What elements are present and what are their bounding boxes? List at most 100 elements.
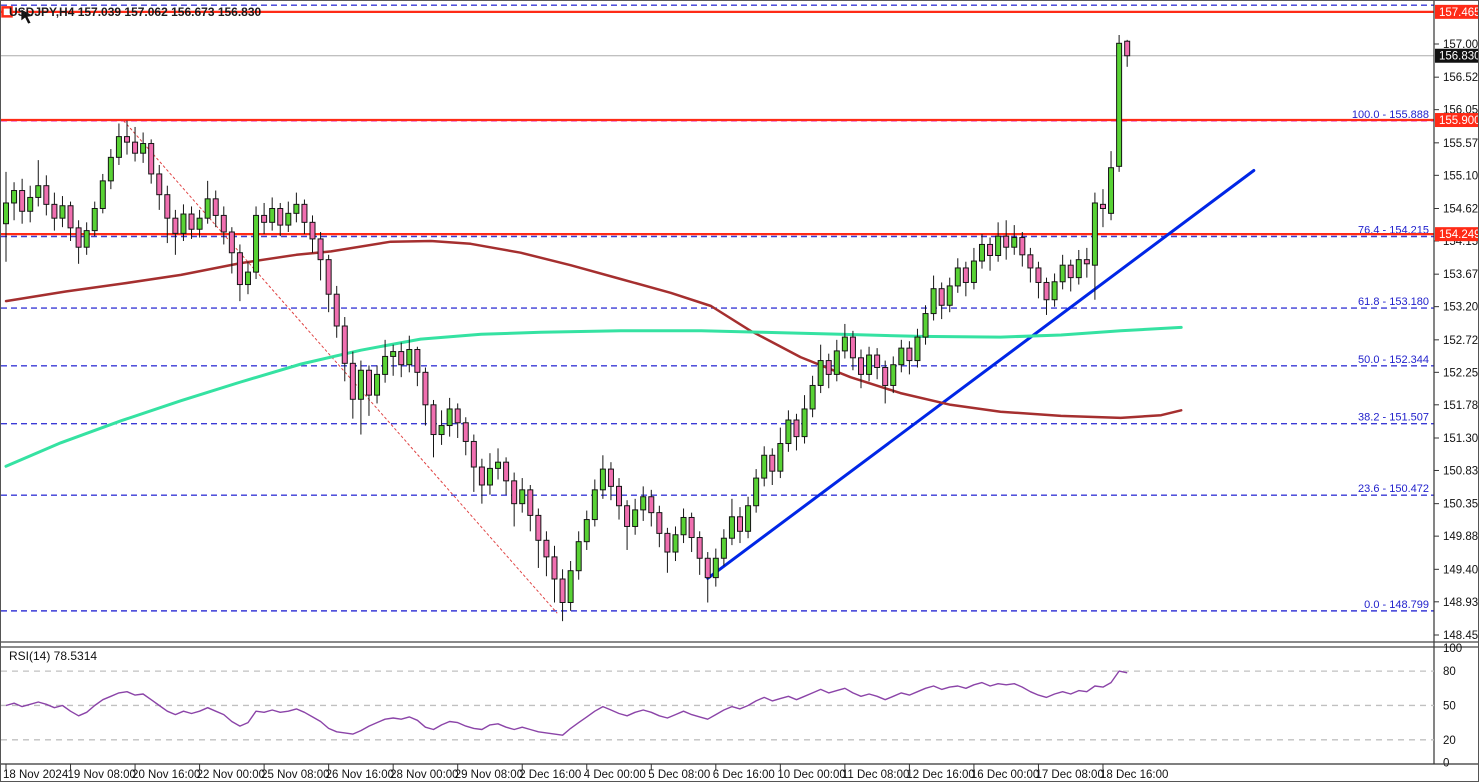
candle — [390, 344, 397, 376]
candle-body-bear — [1035, 267, 1042, 283]
candle-body-bear — [43, 185, 50, 205]
candle-body-bear — [51, 203, 58, 219]
candle — [438, 410, 445, 445]
candle-body-bear — [325, 259, 332, 295]
candle-body-bear — [67, 205, 74, 229]
candle — [478, 458, 485, 504]
candle-body-bear — [212, 198, 219, 216]
candle-body-bear — [414, 349, 421, 373]
candle-body-bear — [737, 516, 744, 532]
candle-body-bull — [519, 489, 526, 505]
candle — [27, 185, 34, 223]
candle-body-bull — [285, 212, 292, 226]
rsi-tick-label: 50 — [1443, 700, 1456, 712]
candle — [349, 351, 356, 419]
candle-body-bear — [664, 532, 671, 553]
candle-body-bull — [115, 136, 122, 158]
candle-body-bull — [180, 213, 187, 234]
candle-body-bear — [938, 288, 945, 306]
candle — [849, 330, 856, 371]
candle-body-bear — [309, 221, 316, 240]
candle-body-bull — [11, 190, 18, 204]
candle — [325, 254, 332, 313]
candle — [511, 472, 518, 527]
candle — [672, 526, 679, 562]
fib-level-label: 50.0 - 152.344 — [1358, 354, 1429, 366]
candle — [938, 282, 945, 320]
candle-body-bull — [978, 243, 985, 262]
candle — [1116, 35, 1123, 172]
candle — [196, 209, 203, 238]
candle — [67, 201, 74, 241]
candle-body-bull — [785, 419, 792, 445]
candle-body-bull — [930, 288, 937, 315]
candle-body-bull — [946, 285, 953, 306]
time-tick-label: 5 Dec 08:00 — [648, 769, 710, 781]
price-tick-label: 156.520 — [1443, 72, 1479, 84]
candle-body-bull — [712, 557, 719, 579]
candle-body-bull — [244, 271, 251, 286]
candle-body-bear — [317, 238, 324, 261]
price-tick-label: 150.350 — [1443, 499, 1479, 511]
candle-body-bull — [970, 260, 977, 283]
candle — [212, 190, 219, 228]
candle-body-bull — [575, 541, 582, 572]
price-tick-label: 149.400 — [1443, 564, 1479, 576]
candle — [172, 209, 179, 255]
candle — [882, 360, 889, 404]
candle-body-bull — [27, 196, 34, 212]
fib-level-label: 100.0 - 155.888 — [1352, 109, 1429, 121]
trendline-anchor-marker[interactable] — [1, 6, 13, 18]
price-badge-red[interactable]: 155.900 — [1435, 113, 1479, 128]
candle — [906, 341, 913, 375]
candle — [59, 196, 66, 228]
candle — [519, 478, 526, 513]
price-badge-red[interactable]: 154.249 — [1435, 227, 1479, 242]
price-badge-red-text: 155.900 — [1439, 115, 1479, 127]
time-tick-label: 11 Dec 08:00 — [842, 769, 910, 781]
candle-body-bear — [454, 408, 461, 424]
candle-body-bull — [59, 205, 66, 219]
candle-body-bull — [3, 202, 9, 225]
candle-body-bull — [382, 355, 389, 375]
candle-body-bull — [583, 519, 590, 543]
candle — [1059, 254, 1066, 290]
price-tick-label: 148.450 — [1443, 630, 1479, 642]
candle-body-bull — [954, 267, 961, 287]
rsi-axis[interactable]: 1008050200 — [1443, 643, 1462, 770]
price-badge-current[interactable]: 156.830 — [1435, 48, 1479, 63]
uptrend-line[interactable] — [706, 168, 1256, 580]
candle — [228, 227, 235, 274]
fib-level-label: 61.8 - 153.180 — [1358, 296, 1429, 308]
rsi-tick-label: 20 — [1443, 735, 1456, 747]
fib-diagonal[interactable] — [123, 120, 558, 614]
candle-body-bear — [616, 485, 623, 507]
candle-body-bear — [1067, 264, 1074, 279]
candle-body-bull — [745, 505, 752, 532]
candle-body-bear — [624, 505, 631, 527]
candle — [866, 346, 873, 382]
rsi-tick-label: 80 — [1443, 666, 1456, 678]
candle-body-bear — [333, 293, 340, 327]
candles-layer — [3, 35, 1131, 622]
price-tick-label: 151.300 — [1443, 433, 1479, 445]
price-axis[interactable]: 157.000156.520156.050155.570155.100154.6… — [1434, 39, 1479, 642]
candle — [704, 552, 711, 603]
candle-body-bull — [632, 509, 639, 527]
candle — [841, 323, 848, 359]
price-badge-red-text: 154.249 — [1439, 229, 1479, 241]
candle-body-bear — [1003, 235, 1010, 248]
candle — [777, 427, 784, 479]
candle — [616, 478, 623, 520]
candle — [269, 197, 276, 231]
candle-body-bull — [567, 570, 574, 603]
candle-body-bear — [156, 173, 163, 196]
candle-body-bull — [809, 384, 816, 410]
candle-body-bull — [357, 369, 364, 400]
candle-body-bull — [720, 537, 727, 559]
price-badge-red[interactable]: 157.465 — [1435, 4, 1479, 19]
candle-body-bull — [107, 156, 114, 182]
candle-body-bear — [607, 468, 614, 487]
